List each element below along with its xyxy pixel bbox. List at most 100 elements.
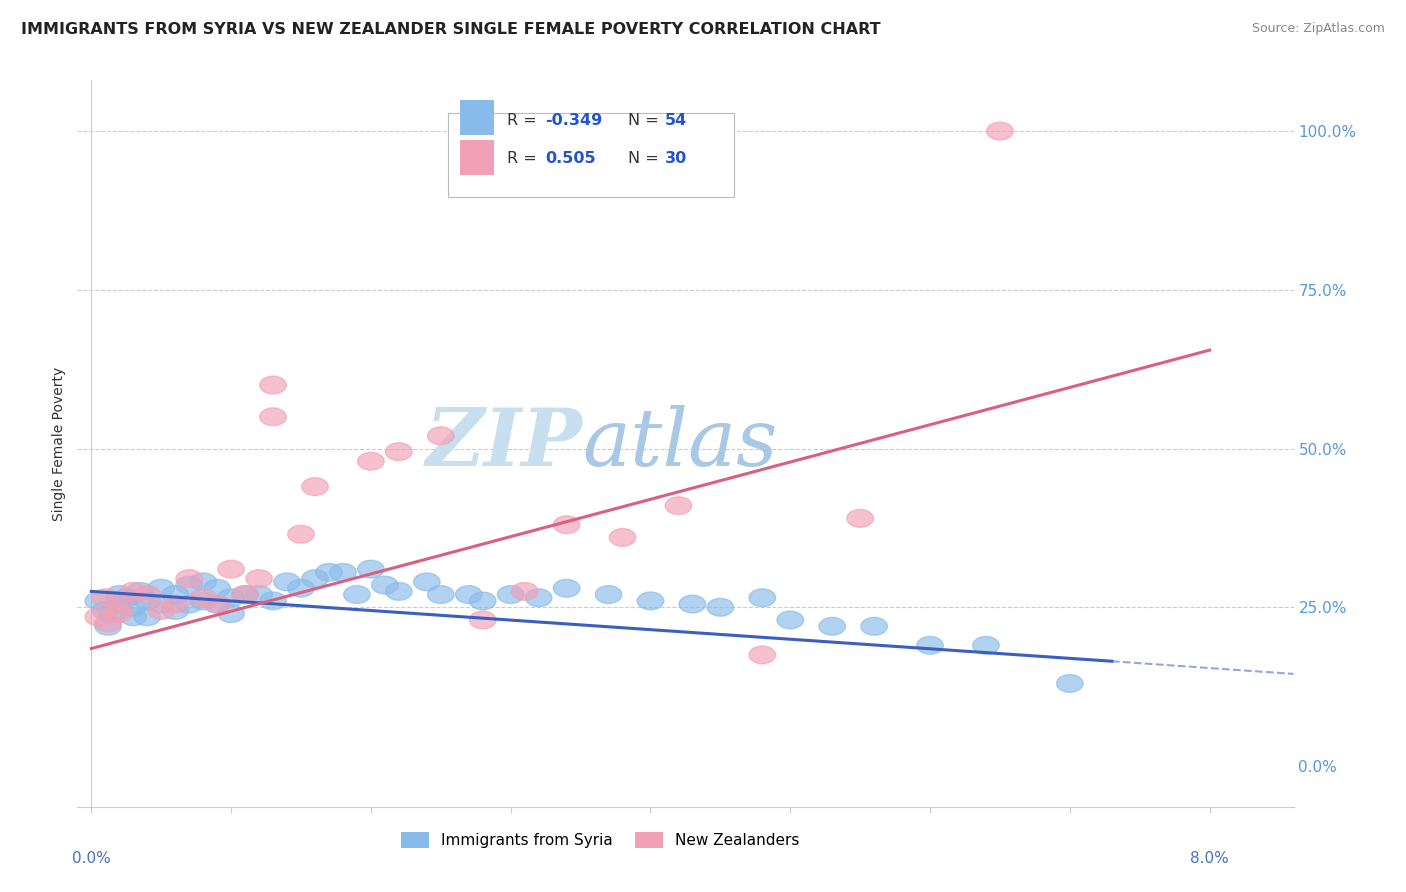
Ellipse shape — [134, 586, 160, 604]
Ellipse shape — [204, 595, 231, 613]
Ellipse shape — [456, 586, 482, 604]
Ellipse shape — [427, 586, 454, 604]
Ellipse shape — [190, 573, 217, 591]
Ellipse shape — [148, 601, 174, 619]
Text: R =: R = — [506, 112, 541, 128]
Ellipse shape — [84, 607, 111, 625]
Ellipse shape — [260, 408, 287, 425]
Ellipse shape — [470, 592, 496, 610]
Ellipse shape — [470, 611, 496, 629]
Ellipse shape — [218, 560, 245, 578]
Ellipse shape — [498, 586, 524, 604]
Ellipse shape — [385, 582, 412, 600]
Text: ZIP: ZIP — [425, 405, 582, 483]
Ellipse shape — [316, 564, 342, 582]
Ellipse shape — [609, 529, 636, 546]
Ellipse shape — [665, 497, 692, 515]
Ellipse shape — [176, 570, 202, 588]
Ellipse shape — [120, 599, 146, 616]
Ellipse shape — [162, 595, 188, 613]
Ellipse shape — [84, 592, 111, 610]
Ellipse shape — [554, 516, 579, 533]
Ellipse shape — [218, 605, 245, 623]
Ellipse shape — [162, 586, 188, 604]
Ellipse shape — [260, 592, 287, 610]
Ellipse shape — [329, 564, 356, 582]
Text: R =: R = — [506, 152, 547, 166]
Ellipse shape — [134, 592, 160, 610]
Ellipse shape — [288, 525, 315, 543]
Ellipse shape — [98, 605, 125, 623]
Ellipse shape — [162, 601, 188, 619]
Text: 30: 30 — [665, 152, 688, 166]
Ellipse shape — [554, 579, 579, 597]
Ellipse shape — [413, 573, 440, 591]
Ellipse shape — [91, 589, 118, 607]
Ellipse shape — [679, 595, 706, 613]
Ellipse shape — [246, 586, 273, 604]
Text: Source: ZipAtlas.com: Source: ZipAtlas.com — [1251, 22, 1385, 36]
Ellipse shape — [707, 599, 734, 616]
FancyBboxPatch shape — [449, 113, 734, 196]
Ellipse shape — [190, 589, 217, 607]
Ellipse shape — [357, 452, 384, 470]
Ellipse shape — [120, 582, 146, 600]
Ellipse shape — [260, 376, 287, 394]
Ellipse shape — [846, 509, 873, 527]
Ellipse shape — [176, 576, 202, 594]
Ellipse shape — [190, 592, 217, 610]
Ellipse shape — [204, 595, 231, 613]
Ellipse shape — [526, 589, 553, 607]
Legend: Immigrants from Syria, New Zealanders: Immigrants from Syria, New Zealanders — [395, 826, 806, 855]
Bar — [460, 100, 495, 135]
Ellipse shape — [385, 442, 412, 460]
Ellipse shape — [127, 582, 153, 600]
Ellipse shape — [302, 478, 328, 496]
Ellipse shape — [427, 427, 454, 445]
Ellipse shape — [371, 576, 398, 594]
Ellipse shape — [860, 617, 887, 635]
Ellipse shape — [94, 615, 121, 632]
Ellipse shape — [595, 586, 621, 604]
Ellipse shape — [778, 611, 804, 629]
Ellipse shape — [917, 637, 943, 654]
Ellipse shape — [134, 607, 160, 625]
Ellipse shape — [343, 586, 370, 604]
Ellipse shape — [120, 607, 146, 625]
Text: N =: N = — [628, 152, 664, 166]
Ellipse shape — [232, 586, 259, 604]
Ellipse shape — [218, 589, 245, 607]
Ellipse shape — [818, 617, 845, 635]
Ellipse shape — [148, 579, 174, 597]
Ellipse shape — [176, 595, 202, 613]
Text: 0.505: 0.505 — [546, 152, 596, 166]
Text: -0.349: -0.349 — [546, 112, 603, 128]
Ellipse shape — [105, 595, 132, 613]
Ellipse shape — [749, 646, 776, 664]
Text: IMMIGRANTS FROM SYRIA VS NEW ZEALANDER SINGLE FEMALE POVERTY CORRELATION CHART: IMMIGRANTS FROM SYRIA VS NEW ZEALANDER S… — [21, 22, 880, 37]
Ellipse shape — [512, 582, 538, 600]
Ellipse shape — [288, 579, 315, 597]
Y-axis label: Single Female Poverty: Single Female Poverty — [52, 367, 66, 521]
Text: N =: N = — [628, 112, 664, 128]
Ellipse shape — [91, 601, 118, 619]
Bar — [460, 140, 495, 175]
Ellipse shape — [105, 595, 132, 613]
Text: 8.0%: 8.0% — [1191, 851, 1229, 866]
Text: 54: 54 — [665, 112, 688, 128]
Ellipse shape — [302, 570, 328, 588]
Ellipse shape — [749, 589, 776, 607]
Ellipse shape — [105, 605, 132, 623]
Ellipse shape — [204, 579, 231, 597]
Ellipse shape — [232, 586, 259, 604]
Ellipse shape — [1056, 674, 1083, 692]
Ellipse shape — [105, 586, 132, 604]
Text: atlas: atlas — [582, 405, 778, 483]
Ellipse shape — [637, 592, 664, 610]
Text: 0.0%: 0.0% — [72, 851, 111, 866]
Ellipse shape — [987, 122, 1014, 140]
Ellipse shape — [112, 589, 139, 607]
Ellipse shape — [148, 595, 174, 613]
Ellipse shape — [973, 637, 1000, 654]
Ellipse shape — [274, 573, 301, 591]
